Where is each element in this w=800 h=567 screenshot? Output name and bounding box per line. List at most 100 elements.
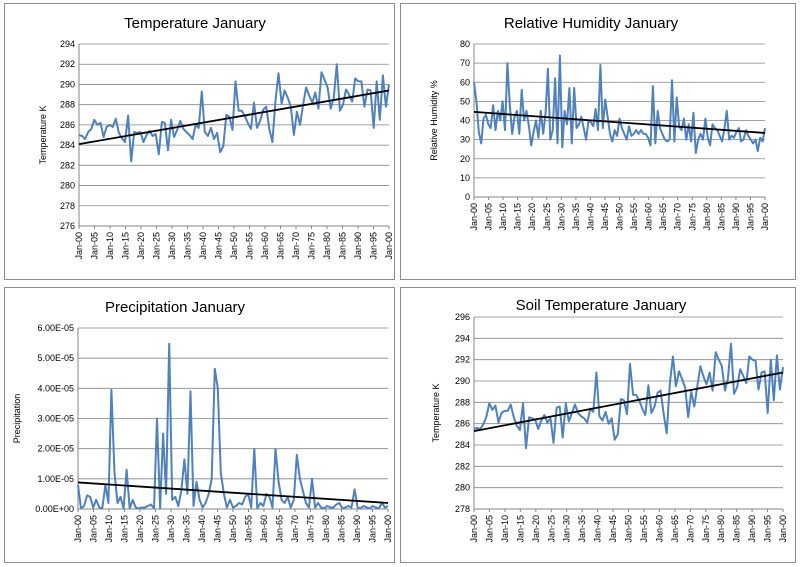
x-tick-label: Jan-80 <box>322 232 332 260</box>
y-tick-label: 50 <box>460 96 470 106</box>
y-axis-label: Relative Humidity % <box>429 80 439 161</box>
y-tick-label: 80 <box>460 39 470 49</box>
x-tick-label: Jan-35 <box>577 515 587 543</box>
x-tick-label: Jan-10 <box>498 203 508 231</box>
x-tick-label: Jan-20 <box>136 232 146 260</box>
x-tick-label: Jan-40 <box>585 203 595 231</box>
x-tick-label: Jan-40 <box>593 515 603 543</box>
x-tick-label: Jan-05 <box>484 515 494 543</box>
x-tick-label: Jan-45 <box>214 232 224 260</box>
x-tick-label: Jan-30 <box>167 232 177 260</box>
x-tick-label: Jan-00 <box>74 232 84 260</box>
y-tick-label: 20 <box>460 154 470 164</box>
x-tick-label: Jan-35 <box>182 515 192 543</box>
x-tick-label: Jan-90 <box>353 232 363 260</box>
x-tick-label: Jan-45 <box>608 515 618 543</box>
series-line <box>473 54 766 154</box>
y-tick-label: 294 <box>455 333 470 343</box>
x-tick-label: Jan-55 <box>245 232 255 260</box>
x-tick-label: Jan-00 <box>383 515 393 543</box>
x-tick-label: Jan-80 <box>702 203 712 231</box>
precipitation-chart-panel: Precipitation January 0.00E+00 1.00E-05 2.0… <box>4 287 395 563</box>
y-tick-label: 284 <box>455 440 470 450</box>
x-tick-label: Jan-25 <box>152 232 162 260</box>
x-tick-label: Jan-70 <box>291 232 301 260</box>
y-tick-label: 290 <box>60 79 75 89</box>
x-tick-label: Jan-05 <box>89 515 99 543</box>
x-tick-label: Jan-00 <box>469 203 479 231</box>
x-tick-label: Jan-40 <box>198 232 208 260</box>
x-tick-label: Jan-00 <box>384 232 394 260</box>
x-tick-label: Jan-30 <box>562 515 572 543</box>
x-tick-label: Jan-95 <box>745 203 755 231</box>
x-tick-label: Jan-25 <box>151 515 161 543</box>
x-tick-label: Jan-60 <box>259 515 269 543</box>
x-tick-label: Jan-50 <box>228 515 238 543</box>
y-tick-label: 60 <box>460 77 470 87</box>
chart-title: Soil Temperature January <box>516 297 687 314</box>
x-tick-label: Jan-95 <box>369 232 379 260</box>
x-tick-label: Jan-25 <box>546 515 556 543</box>
x-tick-label: Jan-10 <box>500 515 510 543</box>
y-tick-label: 1.00E-05 <box>37 474 74 484</box>
x-tick-label: Jan-55 <box>639 515 649 543</box>
x-tick-label: Jan-40 <box>197 515 207 543</box>
x-tick-label: Jan-05 <box>484 203 494 231</box>
x-tick-label: Jan-95 <box>763 515 773 543</box>
x-tick-label: Jan-75 <box>306 515 316 543</box>
y-tick-label: 0 <box>465 192 470 202</box>
x-tick-label: Jan-15 <box>121 232 131 260</box>
x-tick-label: Jan-80 <box>716 515 726 543</box>
x-tick-label: Jan-20 <box>135 515 145 543</box>
y-tick-label: 294 <box>60 39 75 49</box>
x-tick-label: Jan-20 <box>527 203 537 231</box>
x-tick-label: Jan-55 <box>244 515 254 543</box>
y-tick-label: 40 <box>460 116 470 126</box>
y-tick-label: 286 <box>455 419 470 429</box>
y-tick-label: 292 <box>60 59 75 69</box>
precipitation-chart: Precipitation January 0.00E+00 1.00E-05 2.0… <box>12 299 393 543</box>
y-tick-label: 278 <box>60 201 75 211</box>
x-tick-label: Jan-30 <box>166 515 176 543</box>
y-tick-label: 288 <box>60 100 75 110</box>
y-tick-label: 30 <box>460 135 470 145</box>
y-tick-label: 288 <box>455 397 470 407</box>
y-tick-label: 286 <box>60 120 75 130</box>
x-tick-label: Jan-85 <box>732 515 742 543</box>
x-tick-label: Jan-10 <box>104 515 114 543</box>
x-tick-label: Jan-95 <box>368 515 378 543</box>
x-tick-label: Jan-70 <box>673 203 683 231</box>
y-tick-label: 296 <box>455 312 470 322</box>
soil-temperature-chart-panel: Soil Temperature January 278 280 282 284 286 2… <box>400 287 796 563</box>
x-tick-label: Jan-50 <box>229 232 239 260</box>
trend-line <box>77 481 389 504</box>
x-tick-label: Jan-00 <box>73 515 83 543</box>
x-tick-label: Jan-55 <box>629 203 639 231</box>
y-tick-label: 2.00E-05 <box>37 444 74 454</box>
y-tick-label: 276 <box>60 221 75 231</box>
x-tick-label: Jan-45 <box>600 203 610 231</box>
y-axis-label: Temperature K <box>38 105 48 164</box>
y-tick-label: 280 <box>455 483 470 493</box>
y-tick-label: 5.00E-05 <box>37 353 74 363</box>
trend-line <box>473 371 784 433</box>
x-tick-label: Jan-45 <box>213 515 223 543</box>
chart-title: Precipitation January <box>105 299 246 316</box>
y-tick-label: 282 <box>455 461 470 471</box>
chart-title: Relative Humidity January <box>504 15 679 32</box>
y-tick-label: 292 <box>455 355 470 365</box>
x-tick-label: Jan-60 <box>644 203 654 231</box>
x-tick-label: Jan-65 <box>658 203 668 231</box>
series-line <box>473 342 784 450</box>
chart-title: Temperature January <box>124 15 266 32</box>
x-tick-label: Jan-65 <box>670 515 680 543</box>
x-tick-label: Jan-80 <box>321 515 331 543</box>
y-tick-label: 70 <box>460 58 470 68</box>
trend-line <box>78 89 390 145</box>
x-tick-label: Jan-50 <box>615 203 625 231</box>
x-tick-label: Jan-60 <box>260 232 270 260</box>
x-tick-label: Jan-15 <box>513 203 523 231</box>
y-tick-label: 6.00E-05 <box>37 323 74 333</box>
temperature-chart-panel: Temperature January 276 278 280 282 284 286 288… <box>4 3 395 280</box>
y-tick-label: 278 <box>455 504 470 514</box>
